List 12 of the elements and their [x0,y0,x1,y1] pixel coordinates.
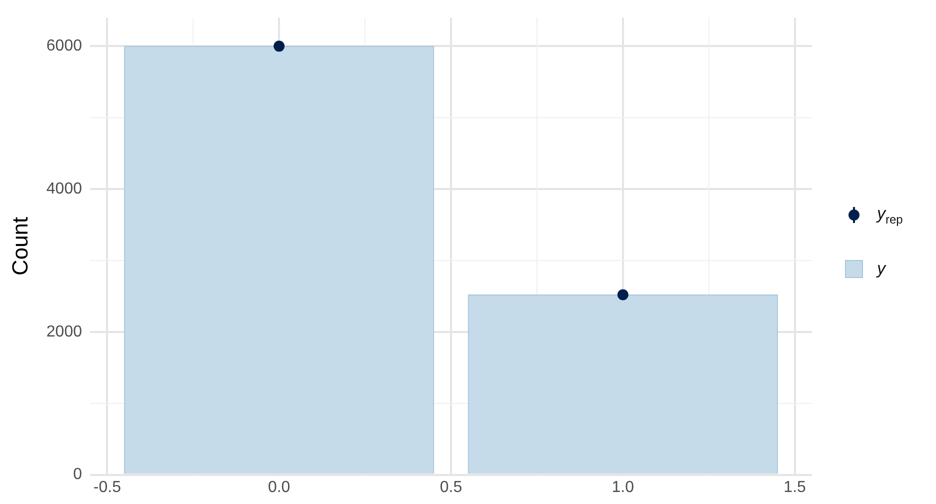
y-tick-label: 2000 [46,323,82,340]
legend-label: y$_{rep}$ [877,204,903,226]
y-axis-title: Count [7,216,32,276]
x-tick-label: 1.5 [784,478,806,496]
text: y [877,259,886,279]
x-tick-label: 0.0 [268,478,290,496]
y-tick-label: 0 [73,466,82,484]
x-tick-label: -0.5 [93,478,122,496]
y-tick-label: 6000 [46,38,82,55]
x-tick-label: 1.0 [612,478,634,496]
x-tick-label: 0.5 [440,478,462,496]
y-tick-label: 4000 [46,180,82,198]
